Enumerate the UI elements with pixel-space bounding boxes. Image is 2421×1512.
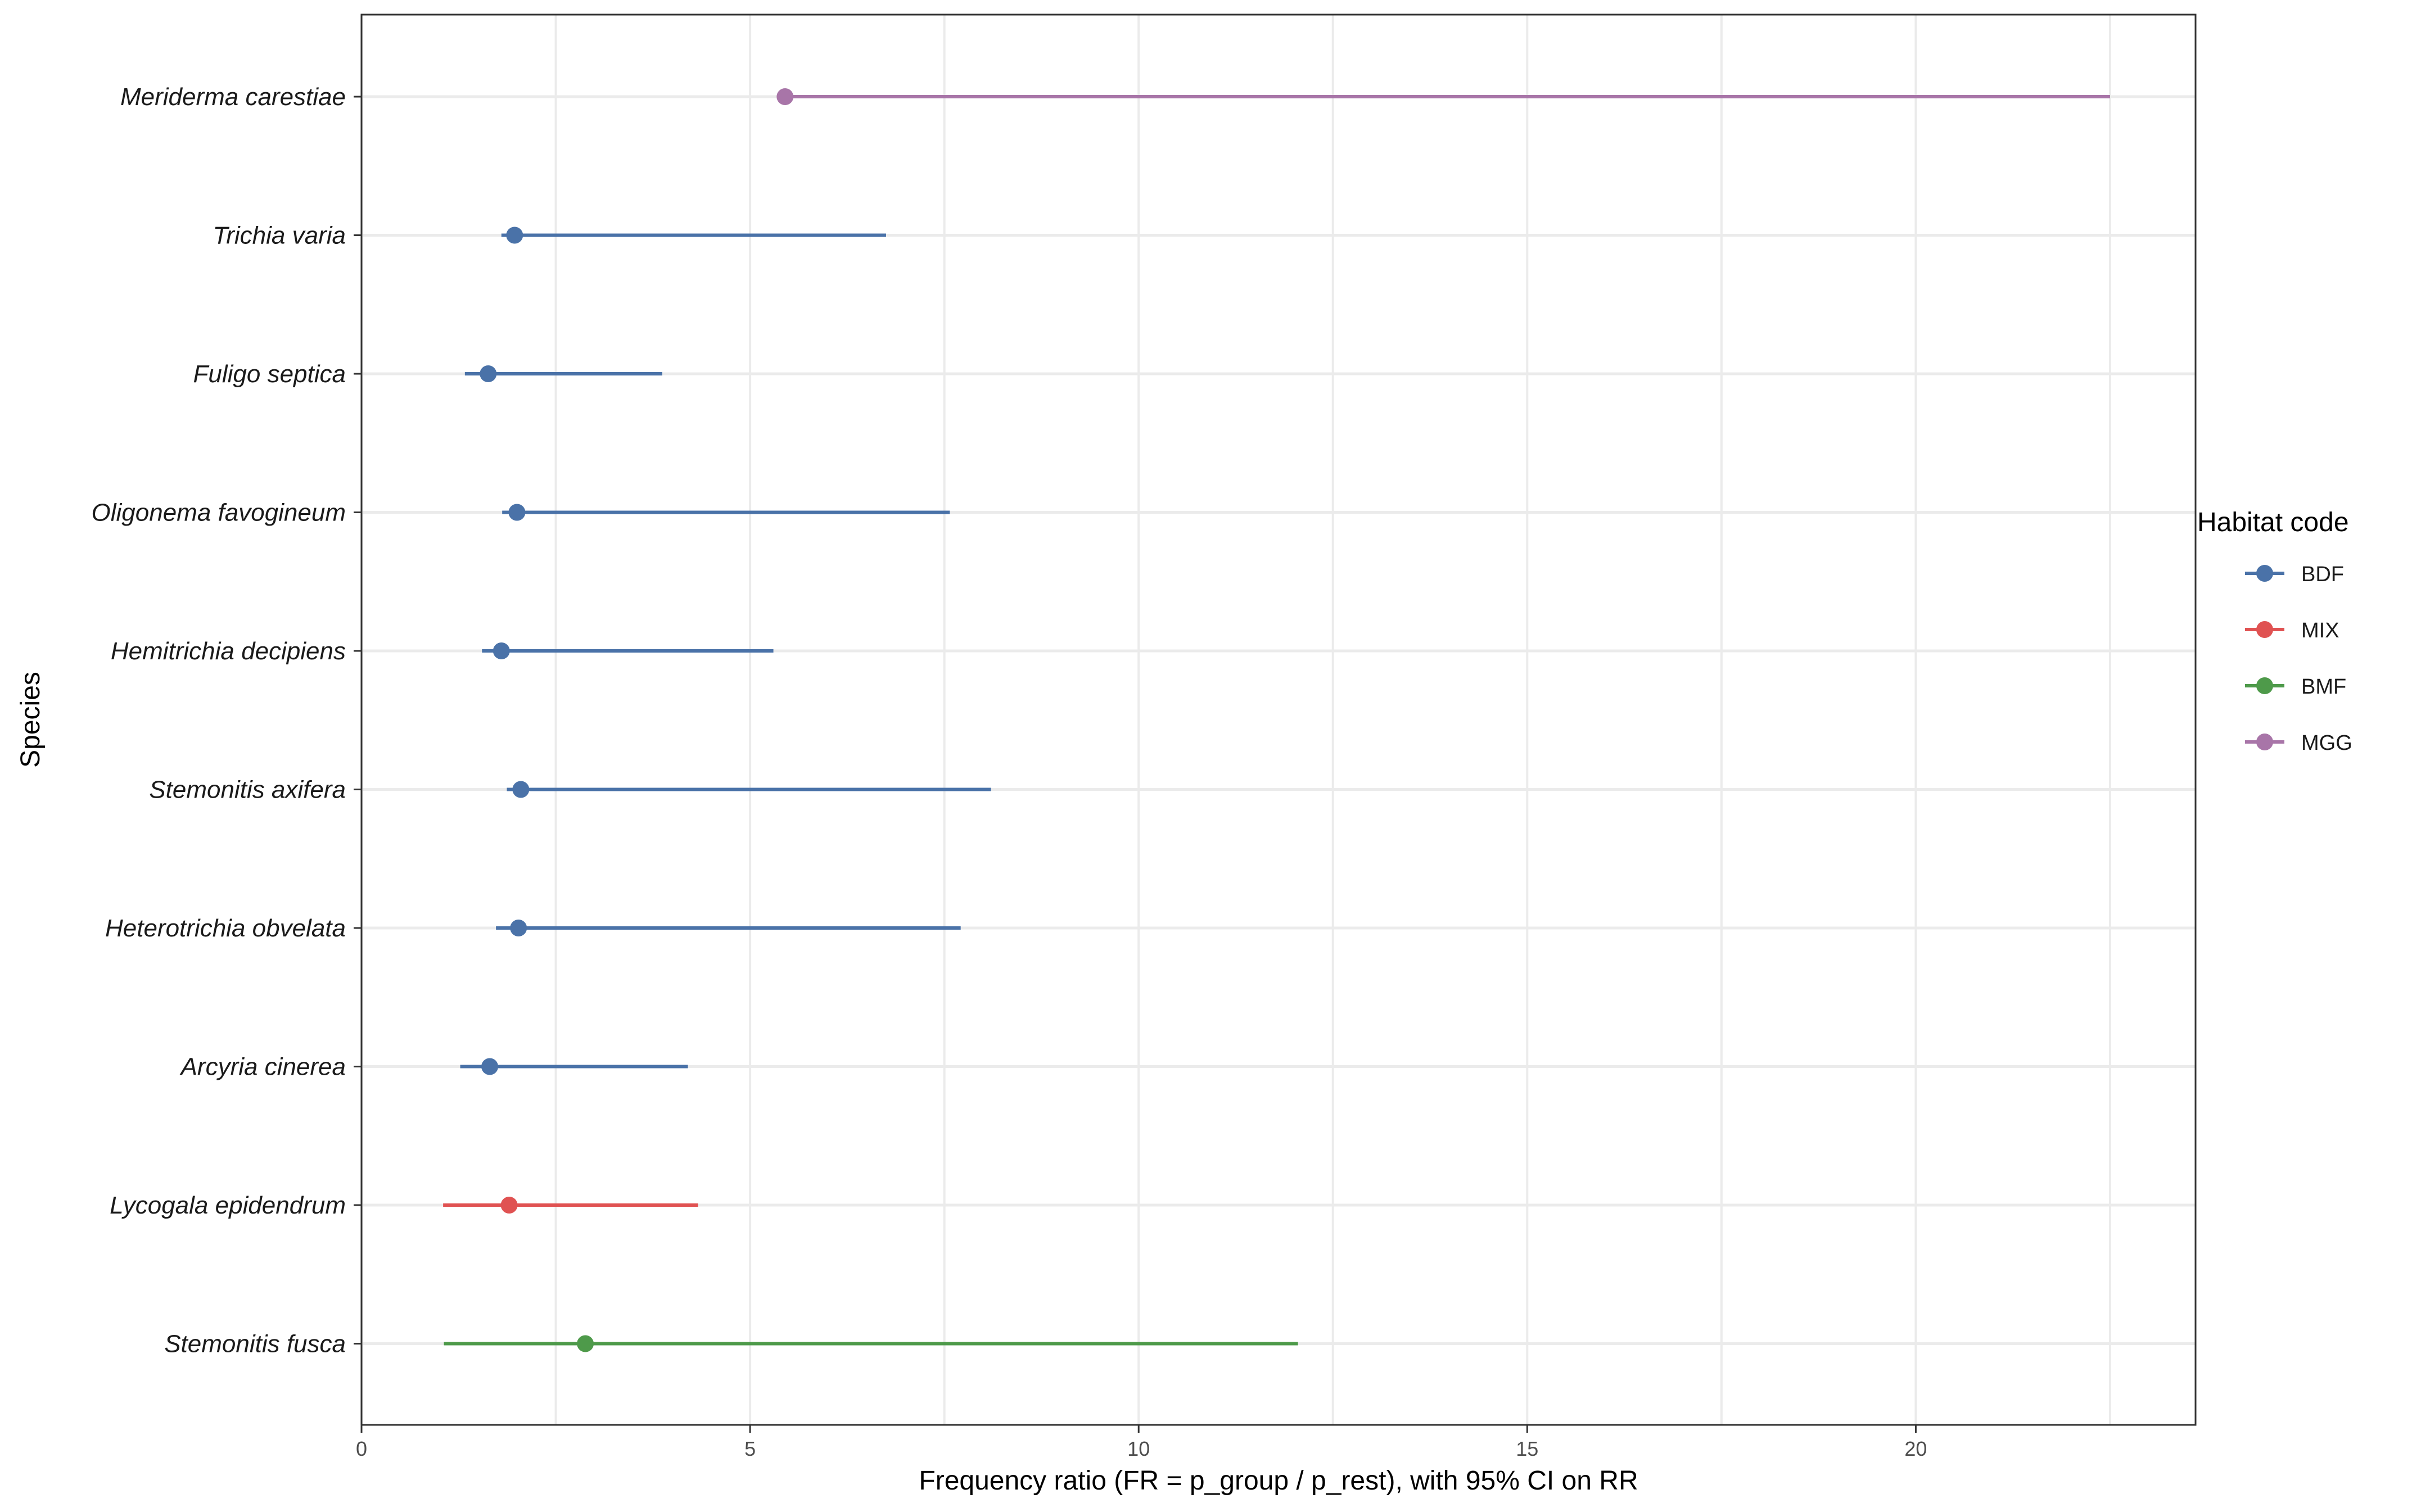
y-tick-label: Arcyria cinerea [179, 1053, 346, 1081]
axes: Meriderma carestiae Trichia varia Fuligo s… [92, 83, 1927, 1460]
point-estimate [577, 1335, 594, 1352]
legend-key-point [2256, 621, 2273, 638]
point-estimate [512, 781, 530, 798]
legend-key-point [2256, 565, 2273, 582]
grid-lines [360, 15, 2196, 1425]
legend-label: MGG [2301, 731, 2352, 755]
x-tick-label: 20 [1904, 1437, 1927, 1460]
y-tick-label: Trichia varia [213, 222, 346, 250]
legend-key-point [2256, 734, 2273, 750]
y-tick-label: Hemitrichia decipiens [111, 637, 346, 665]
y-tick-label: Fuligo septica [193, 360, 346, 388]
y-axis-title: Species [16, 672, 46, 768]
point-estimate [776, 88, 794, 105]
legend-label: BDF [2301, 563, 2344, 586]
point-ranges [443, 88, 2110, 1352]
point-estimate [480, 365, 497, 382]
point-estimate [493, 642, 510, 659]
legend-label: MIX [2301, 619, 2339, 642]
y-tick-label: Meriderma carestiae [120, 83, 346, 111]
y-tick-label: Stemonitis fusca [164, 1330, 346, 1358]
y-tick-label: Heterotrichia obvelata [105, 915, 346, 942]
y-tick-label: Oligonema favogineum [92, 499, 346, 527]
x-tick-label: 15 [1516, 1437, 1538, 1460]
point-estimate [500, 1197, 518, 1214]
x-axis-title: Frequency ratio (FR = p_group / p_rest),… [919, 1466, 1638, 1496]
point-estimate [506, 227, 523, 244]
legend: Habitat code BDF MIX BMF MGG [2197, 508, 2352, 755]
legend-key-point [2256, 677, 2273, 694]
point-estimate [508, 504, 526, 521]
x-tick-label: 5 [744, 1437, 756, 1460]
x-tick-label: 0 [356, 1437, 367, 1460]
y-tick-label: Lycogala epidendrum [110, 1192, 346, 1219]
plot-panel-border [360, 13, 2197, 1426]
point-estimate [510, 920, 527, 936]
legend-title: Habitat code [2197, 508, 2349, 537]
point-estimate [481, 1058, 499, 1075]
y-tick-label: Stemonitis axifera [149, 776, 346, 804]
legend-label: BMF [2301, 675, 2346, 699]
x-tick-label: 10 [1127, 1437, 1150, 1460]
